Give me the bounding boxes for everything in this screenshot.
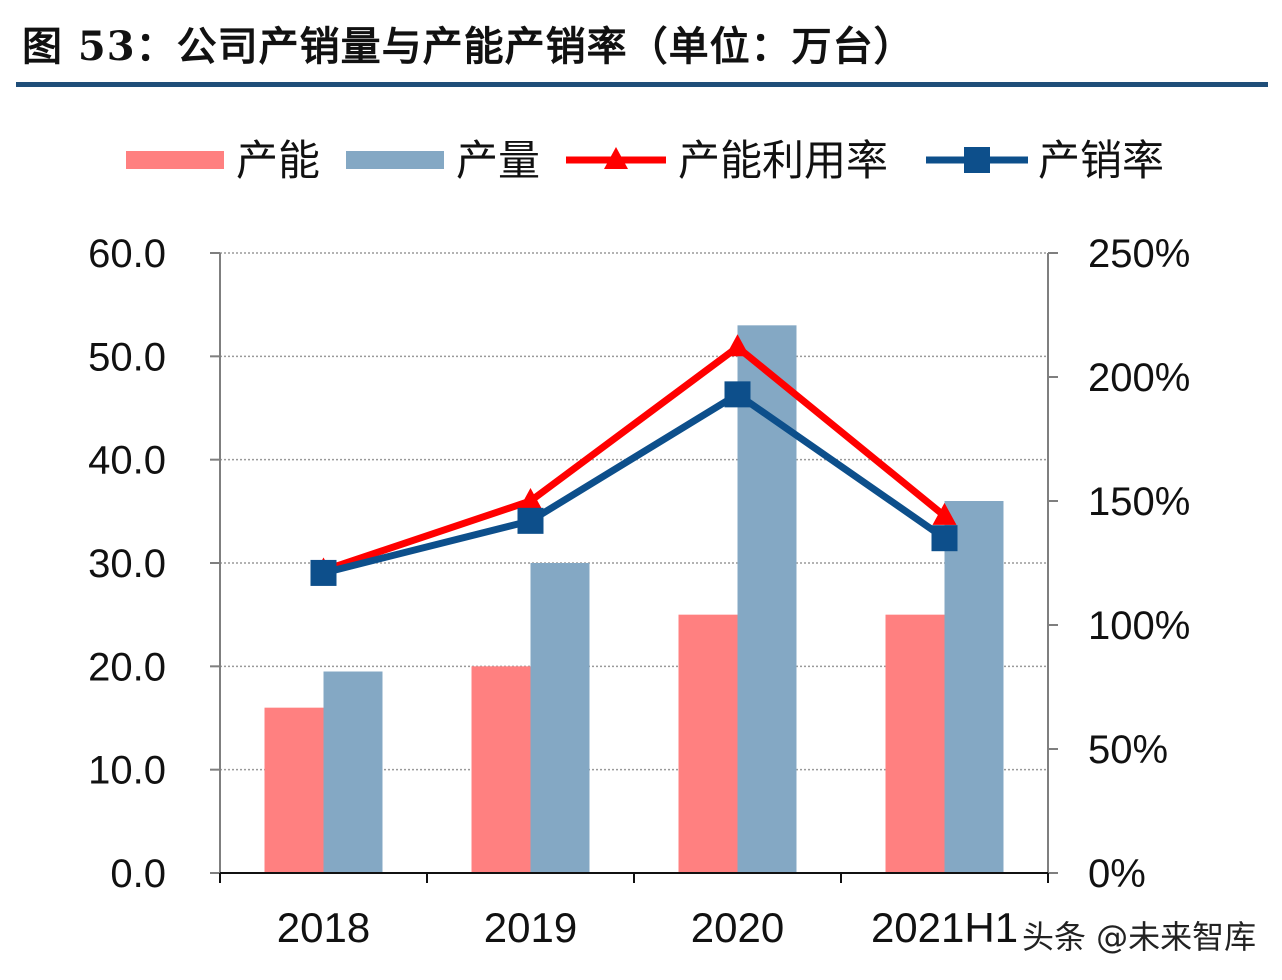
marker-sales-rate bbox=[931, 525, 958, 552]
title-rule bbox=[16, 82, 1268, 87]
marker-sales-rate bbox=[517, 507, 544, 534]
legend-label-utilization: 产能利用率 bbox=[678, 136, 888, 185]
bar-output bbox=[944, 501, 1004, 873]
left-tick-label: 10.0 bbox=[88, 749, 166, 793]
left-tick-label: 40.0 bbox=[88, 439, 166, 483]
bar-output bbox=[530, 563, 590, 873]
x-tick-label: 2019 bbox=[484, 904, 577, 951]
bar-output bbox=[323, 671, 383, 873]
left-tick-label: 30.0 bbox=[88, 542, 166, 586]
marker-utilization bbox=[518, 488, 543, 510]
legend-swatch-output bbox=[346, 151, 444, 169]
legend-label-sales-rate: 产销率 bbox=[1038, 136, 1164, 185]
x-tick-label: 2018 bbox=[277, 904, 370, 951]
x-tick-label: 2021H1 bbox=[871, 904, 1018, 951]
bar-output bbox=[737, 325, 797, 873]
right-tick-label: 200% bbox=[1088, 356, 1190, 400]
left-tick-label: 0.0 bbox=[110, 852, 166, 896]
right-tick-label: 250% bbox=[1088, 232, 1190, 276]
left-tick-label: 60.0 bbox=[88, 232, 166, 276]
bar-capacity bbox=[678, 614, 738, 873]
legend-marker-sales-rate bbox=[964, 147, 990, 173]
x-tick-label: 2020 bbox=[691, 904, 784, 951]
line-sales-rate bbox=[322, 390, 947, 577]
legend-marker-utilization bbox=[604, 147, 628, 169]
legend-swatch-capacity bbox=[126, 151, 224, 169]
right-tick-label: 0% bbox=[1088, 852, 1146, 896]
left-tick-label: 50.0 bbox=[88, 335, 166, 379]
marker-sales-rate bbox=[724, 381, 751, 408]
marker-sales-rate bbox=[310, 559, 337, 586]
figure-title: 图 53：公司产销量与产能产销率（单位：万台） bbox=[22, 23, 915, 70]
watermark: 头条 @未来智库 bbox=[1022, 918, 1257, 956]
right-tick-label: 100% bbox=[1088, 604, 1190, 648]
marker-utilization bbox=[725, 334, 750, 357]
marker-utilization bbox=[932, 502, 957, 525]
line-utilization bbox=[322, 343, 947, 574]
right-tick-label: 50% bbox=[1088, 728, 1168, 772]
right-tick-label: 150% bbox=[1088, 480, 1190, 524]
bar-capacity bbox=[885, 614, 945, 873]
legend-label-capacity: 产能 bbox=[236, 136, 320, 185]
legend-label-output: 产量 bbox=[456, 136, 540, 185]
bar-capacity bbox=[471, 666, 531, 873]
bar-capacity bbox=[264, 707, 324, 873]
left-tick-label: 20.0 bbox=[88, 645, 166, 689]
